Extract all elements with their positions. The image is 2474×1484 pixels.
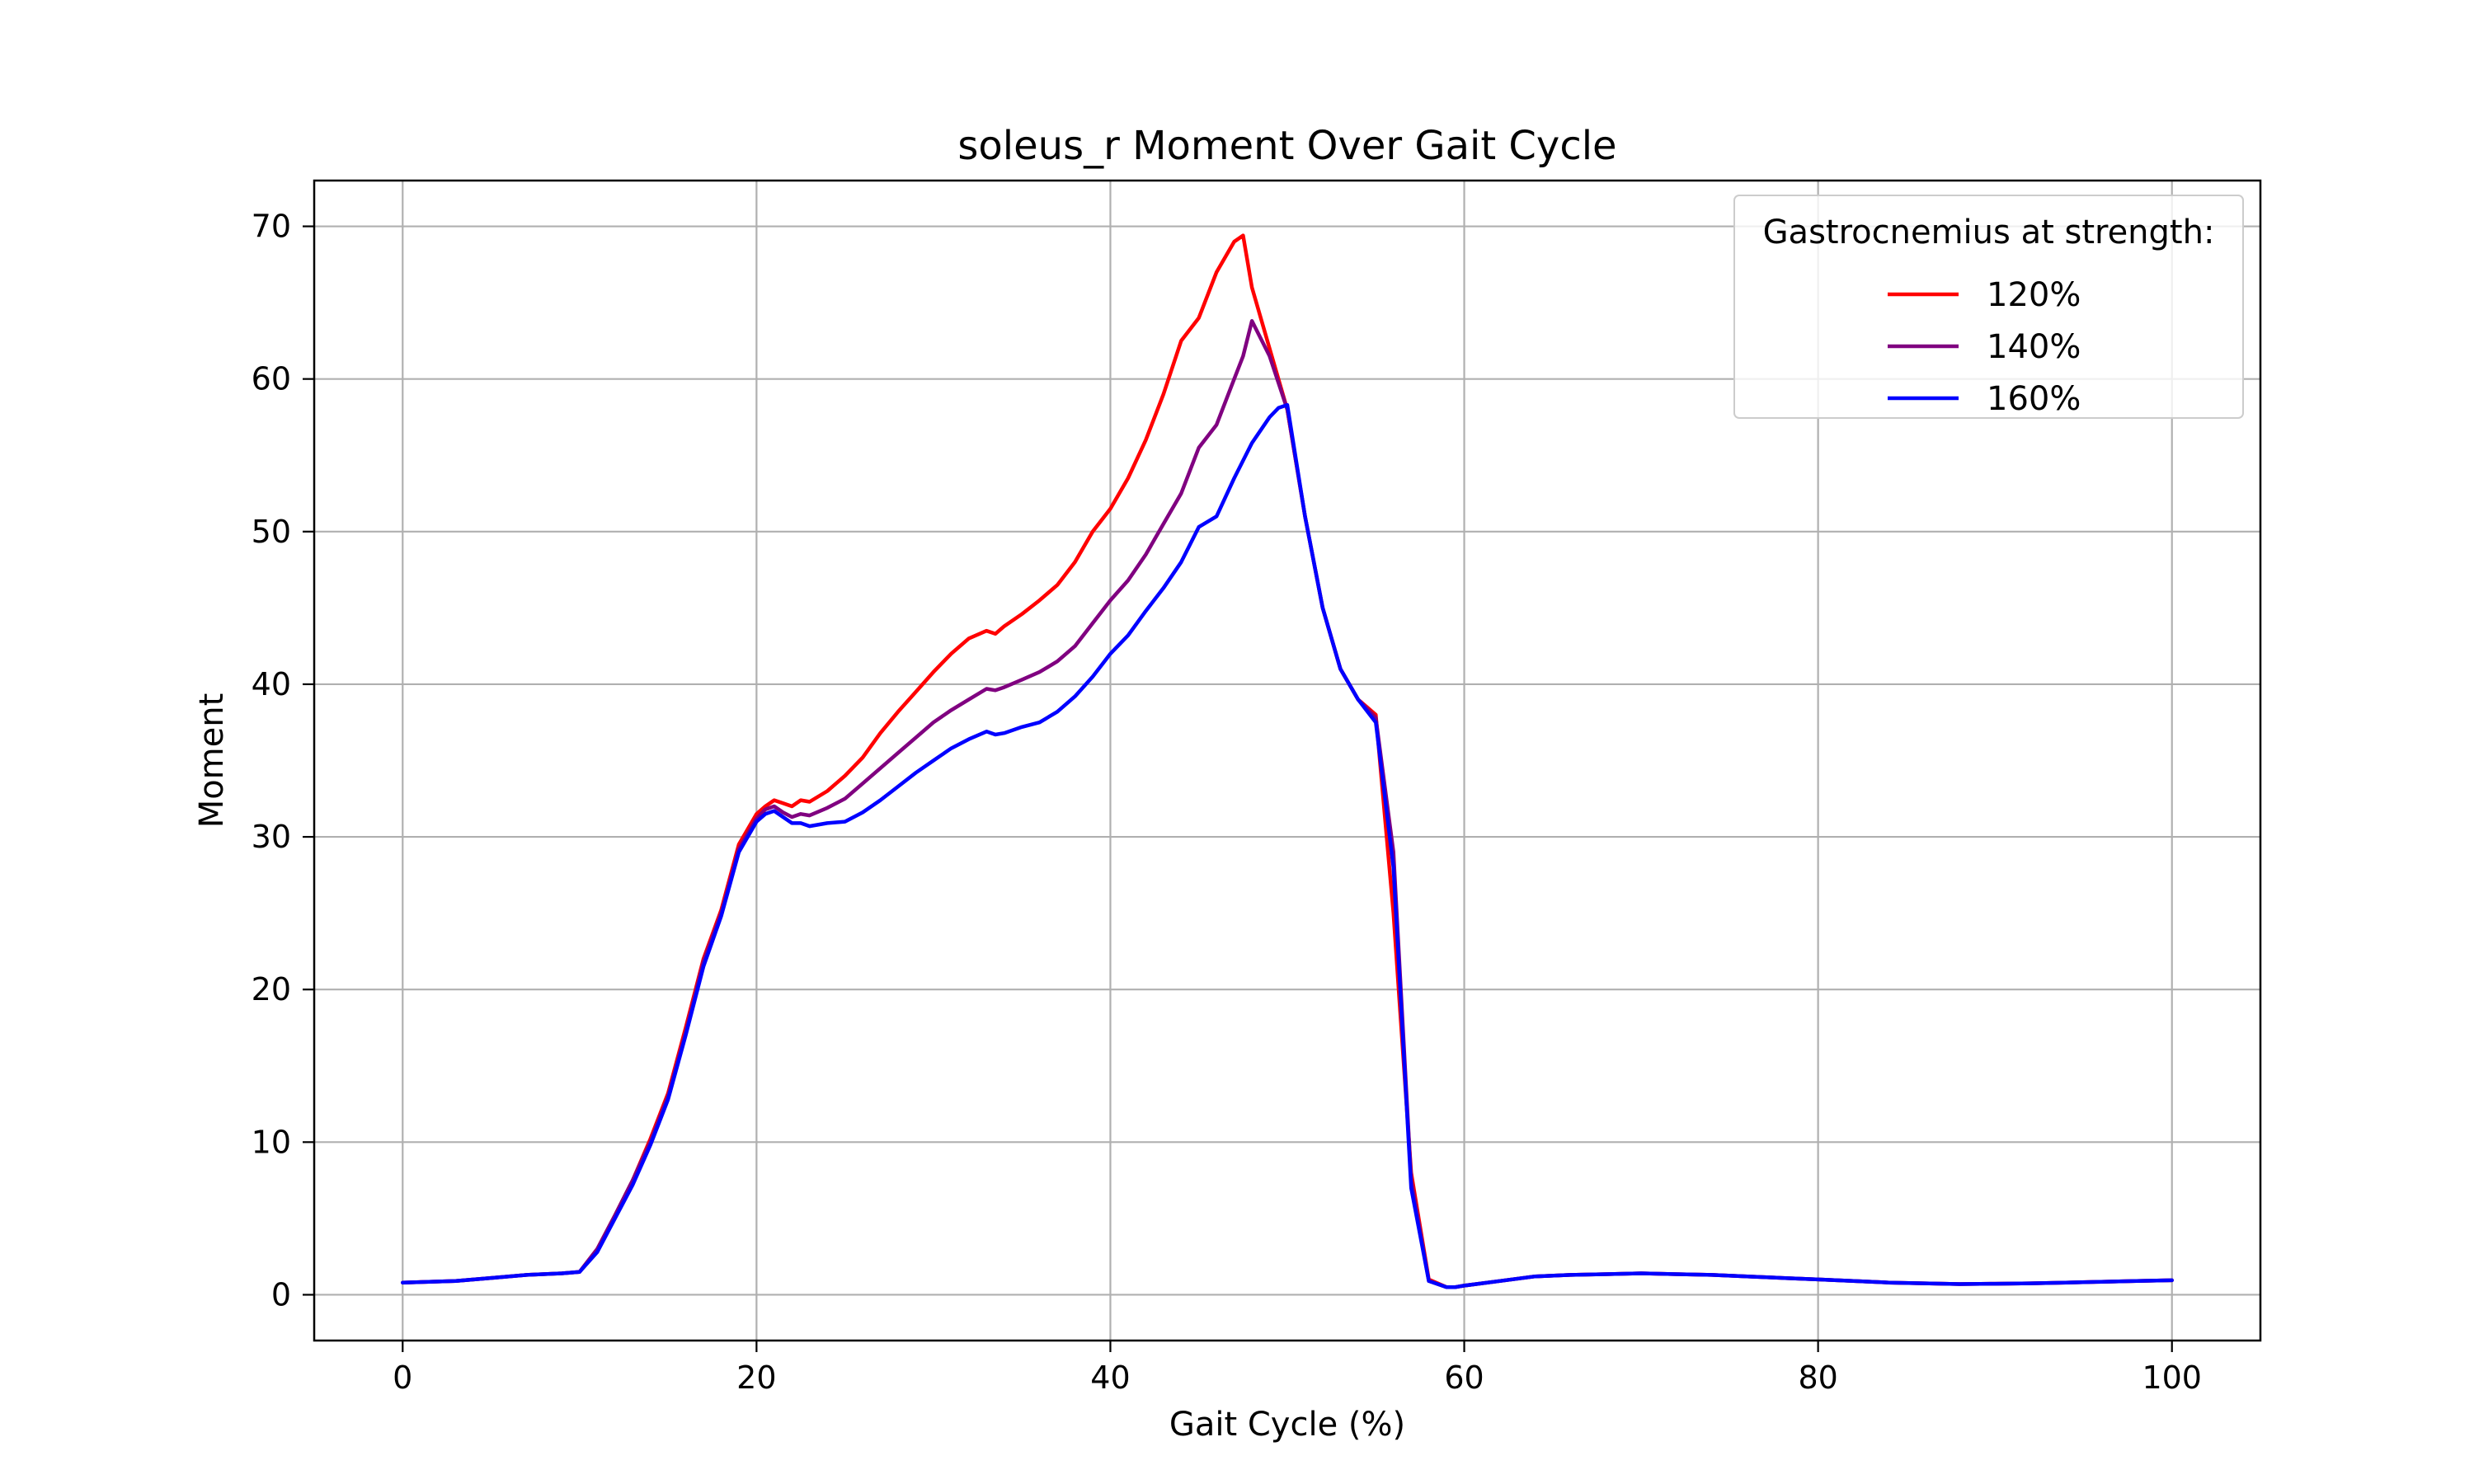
series-lines: [401, 233, 2174, 1289]
legend-title: Gastrocnemius at strength:: [1763, 214, 2215, 251]
y-tick-label: 50: [252, 514, 291, 550]
legend-label: 140%: [1987, 328, 2081, 366]
legend-label: 120%: [1987, 276, 2081, 314]
x-tick-label: 20: [736, 1360, 776, 1396]
x-axis-title: Gait Cycle (%): [1169, 1406, 1405, 1444]
x-tick-label: 80: [1798, 1360, 1837, 1396]
axis-ticks: 0 20 40 60 80 100 0 10 20 30 40 50 60 70: [252, 209, 2202, 1396]
y-tick-label: 40: [252, 666, 291, 702]
y-axis-title: Moment: [193, 693, 231, 829]
plot-area-frame: [313, 179, 2262, 1342]
legend-box: [1733, 195, 2244, 419]
y-tick-label: 60: [252, 361, 291, 397]
x-tick-label: 100: [2142, 1360, 2202, 1396]
y-tick-label: 70: [252, 209, 291, 245]
y-tick-label: 20: [252, 971, 291, 1007]
series-line-160pct: [401, 402, 2174, 1289]
legend-label: 160%: [1987, 380, 2081, 418]
legend: Gastrocnemius at strength: 120% 140% 160%: [1733, 195, 2244, 419]
y-tick-label: 0: [271, 1276, 291, 1313]
legend-entries: 120% 140% 160%: [1888, 276, 2081, 418]
chart-title: soleus_r Moment Over Gait Cycle: [957, 123, 1616, 169]
y-tick-label: 30: [252, 819, 291, 855]
y-tick-label: 10: [252, 1124, 291, 1160]
x-tick-label: 60: [1444, 1360, 1484, 1396]
x-tick-label: 0: [393, 1360, 412, 1396]
x-tick-label: 40: [1090, 1360, 1130, 1396]
